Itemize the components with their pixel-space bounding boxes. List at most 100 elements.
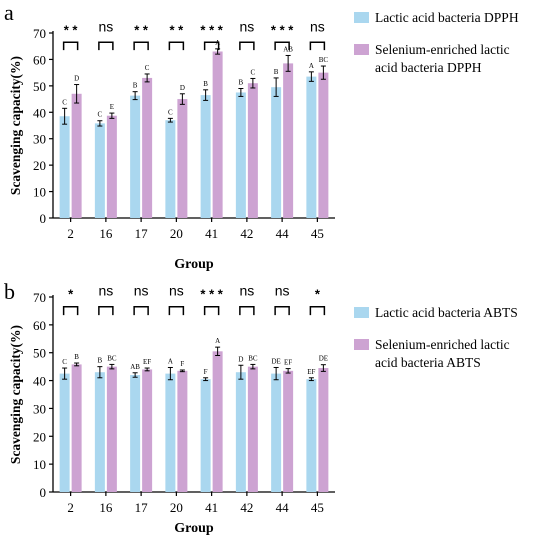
comparison-bracket	[62, 41, 79, 51]
legend-label-2: Selenium-enriched lactic acid bacteria AB…	[375, 337, 510, 370]
bar-series-2	[212, 51, 223, 218]
y-tick-label: 70	[33, 290, 46, 305]
significance-letter: B	[274, 68, 279, 76]
comparison-bracket	[309, 41, 326, 51]
comparison-bracket	[133, 41, 149, 51]
comparison-bracket	[274, 41, 290, 51]
legend-label-1: Lactic acid bacteria DPPH	[375, 10, 519, 25]
x-tick-label: 44	[276, 226, 290, 241]
significance-marker: *	[315, 286, 321, 301]
bar-series-2	[212, 351, 223, 492]
comparison-bracket	[133, 306, 149, 316]
chart-panel-b: b 0 10 20 30 40 50 60 70 Scavenging capacity(%) Gr…	[4, 279, 518, 536]
significance-letter: C	[251, 68, 256, 76]
comparison-bracket	[98, 41, 114, 51]
comparison-bracket	[98, 306, 114, 316]
bar-series-1	[200, 379, 211, 492]
significance-letter: C	[145, 64, 150, 72]
bar-series-2	[247, 83, 258, 218]
bar-series-1	[130, 375, 141, 492]
y-tick-label: 30	[33, 401, 46, 416]
bar-series-1	[306, 379, 317, 492]
significance-letter: DE	[319, 355, 328, 363]
legend-label-line: acid bacteria DPPH	[375, 60, 482, 75]
significance-letter: DE	[271, 357, 280, 365]
y-tick-label: 0	[40, 485, 47, 500]
significance-letter: E	[110, 103, 114, 111]
significance-letter: BC	[319, 56, 329, 64]
y-tick-label: 50	[33, 346, 46, 361]
bar-series-1	[130, 95, 141, 218]
bar-series-2	[177, 99, 188, 218]
bar-series-1	[165, 120, 176, 218]
x-tick-label: 41	[205, 500, 218, 515]
significance-letter: B	[239, 79, 244, 87]
significance-letter: D	[74, 75, 79, 83]
y-tick-label: 30	[33, 132, 46, 147]
significance-letter: F	[204, 368, 208, 376]
significance-marker: ns	[98, 283, 113, 299]
significance-letter: A	[309, 62, 314, 70]
bar-series-2	[71, 364, 82, 492]
y-axis-label: Scavenging capacity(%)	[8, 56, 23, 195]
bar-series-1	[59, 373, 70, 492]
significance-letter: BC	[248, 354, 258, 362]
comparison-bracket	[239, 306, 255, 316]
significance-letter: EF	[143, 358, 151, 366]
significance-marker: ns	[134, 283, 149, 299]
y-tick-label: 0	[40, 211, 47, 226]
x-tick-label: 44	[276, 500, 290, 515]
significance-marker: *	[68, 286, 74, 301]
panel-label: b	[4, 279, 15, 304]
significance-marker: * * *	[200, 22, 223, 37]
significance-marker: * *	[134, 22, 149, 37]
legend-label-2: Selenium-enriched lactic acid bacteria DP…	[375, 42, 510, 75]
comparison-bracket	[203, 41, 220, 51]
comparison-bracket	[168, 306, 185, 316]
significance-letter: B	[98, 357, 103, 365]
significance-letter: B	[203, 80, 208, 88]
bar-series-1	[271, 87, 282, 218]
legend-swatch-2	[354, 44, 369, 55]
bar-series-1	[200, 95, 211, 218]
bar-series-2	[177, 370, 188, 492]
x-tick-label: 45	[311, 500, 324, 515]
significance-letter: C	[98, 111, 103, 119]
legend-label-line: Selenium-enriched lactic	[375, 337, 510, 352]
x-axis-label: Group	[174, 521, 214, 536]
y-tick-label: 60	[33, 52, 46, 67]
legend-swatch-1	[354, 307, 369, 318]
y-axis-label: Scavenging capacity(%)	[8, 325, 23, 464]
significance-marker: * *	[170, 22, 185, 37]
panel-label: a	[4, 0, 14, 25]
comparison-bracket	[62, 306, 79, 316]
significance-letter: BC	[107, 354, 117, 362]
significance-marker: ns	[239, 19, 254, 35]
y-tick-label: 50	[33, 79, 46, 94]
y-tick-label: 40	[33, 374, 46, 389]
x-tick-label: 2	[67, 226, 74, 241]
x-tick-label: 42	[240, 226, 253, 241]
bar-series-2	[318, 368, 329, 492]
significance-letter: AB	[130, 363, 140, 371]
bar-series-2	[283, 63, 294, 219]
x-tick-label: 42	[240, 500, 253, 515]
significance-marker: ns	[169, 283, 184, 299]
bar-series-2	[247, 366, 258, 492]
bar-series-1	[235, 372, 246, 492]
y-tick-label: 10	[33, 457, 46, 472]
y-tick-label: 20	[33, 429, 46, 444]
x-tick-label: 16	[99, 226, 113, 241]
significance-letter: D	[180, 84, 185, 92]
x-tick-label: 2	[67, 500, 74, 515]
significance-letter: B	[133, 82, 138, 90]
bar-series-1	[235, 92, 246, 218]
significance-letter: A	[168, 357, 173, 365]
significance-marker: ns	[98, 19, 113, 35]
legend-label-line: Selenium-enriched lactic	[375, 42, 510, 57]
x-tick-label: 16	[99, 500, 113, 515]
significance-marker: ns	[239, 283, 254, 299]
bar-series-1	[94, 372, 105, 492]
legend-label-line: acid bacteria ABTS	[375, 355, 481, 370]
